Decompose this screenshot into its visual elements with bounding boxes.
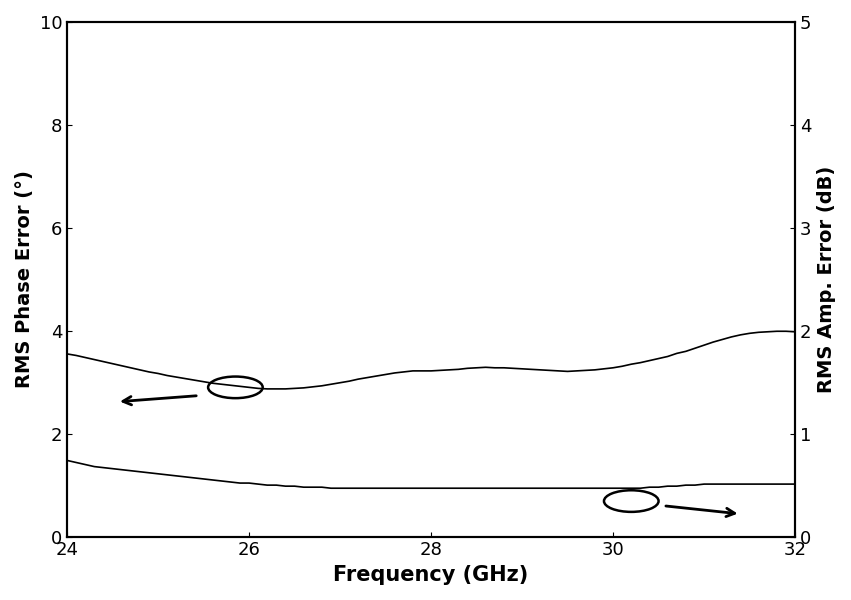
X-axis label: Frequency (GHz): Frequency (GHz) bbox=[334, 565, 528, 585]
Y-axis label: RMS Phase Error (°): RMS Phase Error (°) bbox=[15, 170, 34, 388]
Y-axis label: RMS Amp. Error (dB): RMS Amp. Error (dB) bbox=[817, 166, 836, 393]
